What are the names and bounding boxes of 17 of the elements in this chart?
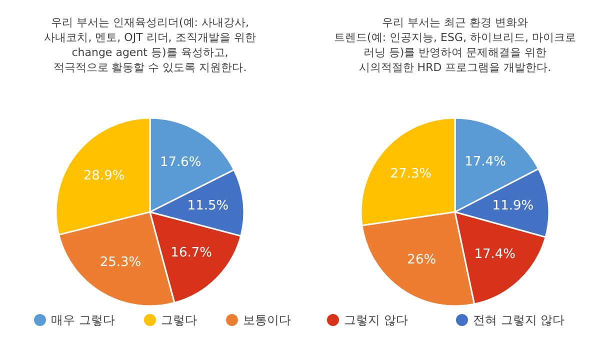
data-label: 11.5% bbox=[187, 198, 229, 214]
chart-title: 우리 부서는 인재육성리더(예: 사내강사, 사내코치, 멘토, OJT 리더, 조직개발을 위한 change agent 등)를 육성하고, 적극적으로 활동할 수 있도록 지원한다. bbox=[44, 16, 256, 74]
data-label: 17.4% bbox=[464, 154, 506, 170]
data-label: 17.6% bbox=[160, 154, 202, 170]
legend-label: 매우 그렇다 bbox=[51, 313, 115, 327]
data-label: 25.3% bbox=[100, 254, 142, 270]
data-label: 17.4% bbox=[474, 246, 516, 262]
legend-label: 보통이다 bbox=[243, 313, 291, 327]
chart-title: 우리 부서는 최근 환경 변화와 트렌드(예: 인공지능, ESG, 하이브리드, 마이크로 러닝 등)를 반영하여 문제해결을 위한 시의적절한 HRD 프로그램을 개발한다. bbox=[334, 16, 576, 74]
data-label: 11.9% bbox=[492, 198, 534, 214]
data-label: 26% bbox=[407, 252, 436, 268]
legend-label: 전혀 그렇지 않다 bbox=[473, 313, 565, 327]
legend-label: 그렇다 bbox=[161, 313, 197, 327]
data-label: 28.9% bbox=[83, 168, 125, 184]
data-label: 16.7% bbox=[170, 246, 212, 261]
data-label: 27.3% bbox=[390, 166, 432, 182]
legend-label: 그렇지 않다 bbox=[344, 313, 408, 327]
